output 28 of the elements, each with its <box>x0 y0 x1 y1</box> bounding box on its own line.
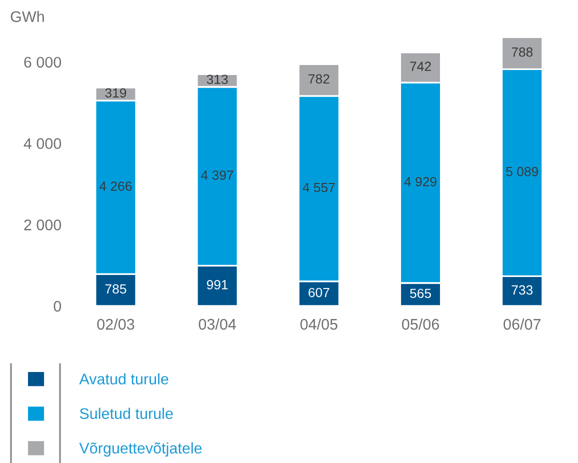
data-label: 313 <box>206 74 228 84</box>
y-tick-label: 2 000 <box>24 220 62 230</box>
data-label: 742 <box>410 62 431 71</box>
x-tick-label: 06/07 <box>504 318 540 330</box>
legend-label: Suletud turule <box>80 408 173 420</box>
y-tick-label: 4 000 <box>24 138 62 149</box>
x-tick-label: 03/04 <box>198 318 236 330</box>
data-label: 319 <box>105 88 126 98</box>
y-tick-label: 6 000 <box>24 56 62 68</box>
data-label: 607 <box>308 288 330 298</box>
legend-label: Võrguettevõtjatele <box>79 442 202 457</box>
data-label: 788 <box>512 47 533 57</box>
data-label: 785 <box>105 284 126 294</box>
x-tick-label: 04/05 <box>300 318 338 330</box>
data-label: 5 089 <box>506 166 538 176</box>
y-axis-title: GWh <box>10 10 44 22</box>
data-label: 782 <box>308 74 330 84</box>
y-tick-label: 0 <box>54 300 62 312</box>
data-label: 565 <box>410 288 431 298</box>
data-label: 733 <box>512 285 533 295</box>
x-tick-label: 05/06 <box>402 318 439 330</box>
data-label: 991 <box>206 280 228 290</box>
x-tick-label: 02/03 <box>97 318 134 330</box>
data-label: 4 397 <box>201 170 234 180</box>
legend-label: Avatud turule <box>79 373 168 384</box>
data-label: 4 557 <box>302 182 335 192</box>
data-label: 4 929 <box>404 176 436 186</box>
data-label: 4 266 <box>100 182 132 191</box>
